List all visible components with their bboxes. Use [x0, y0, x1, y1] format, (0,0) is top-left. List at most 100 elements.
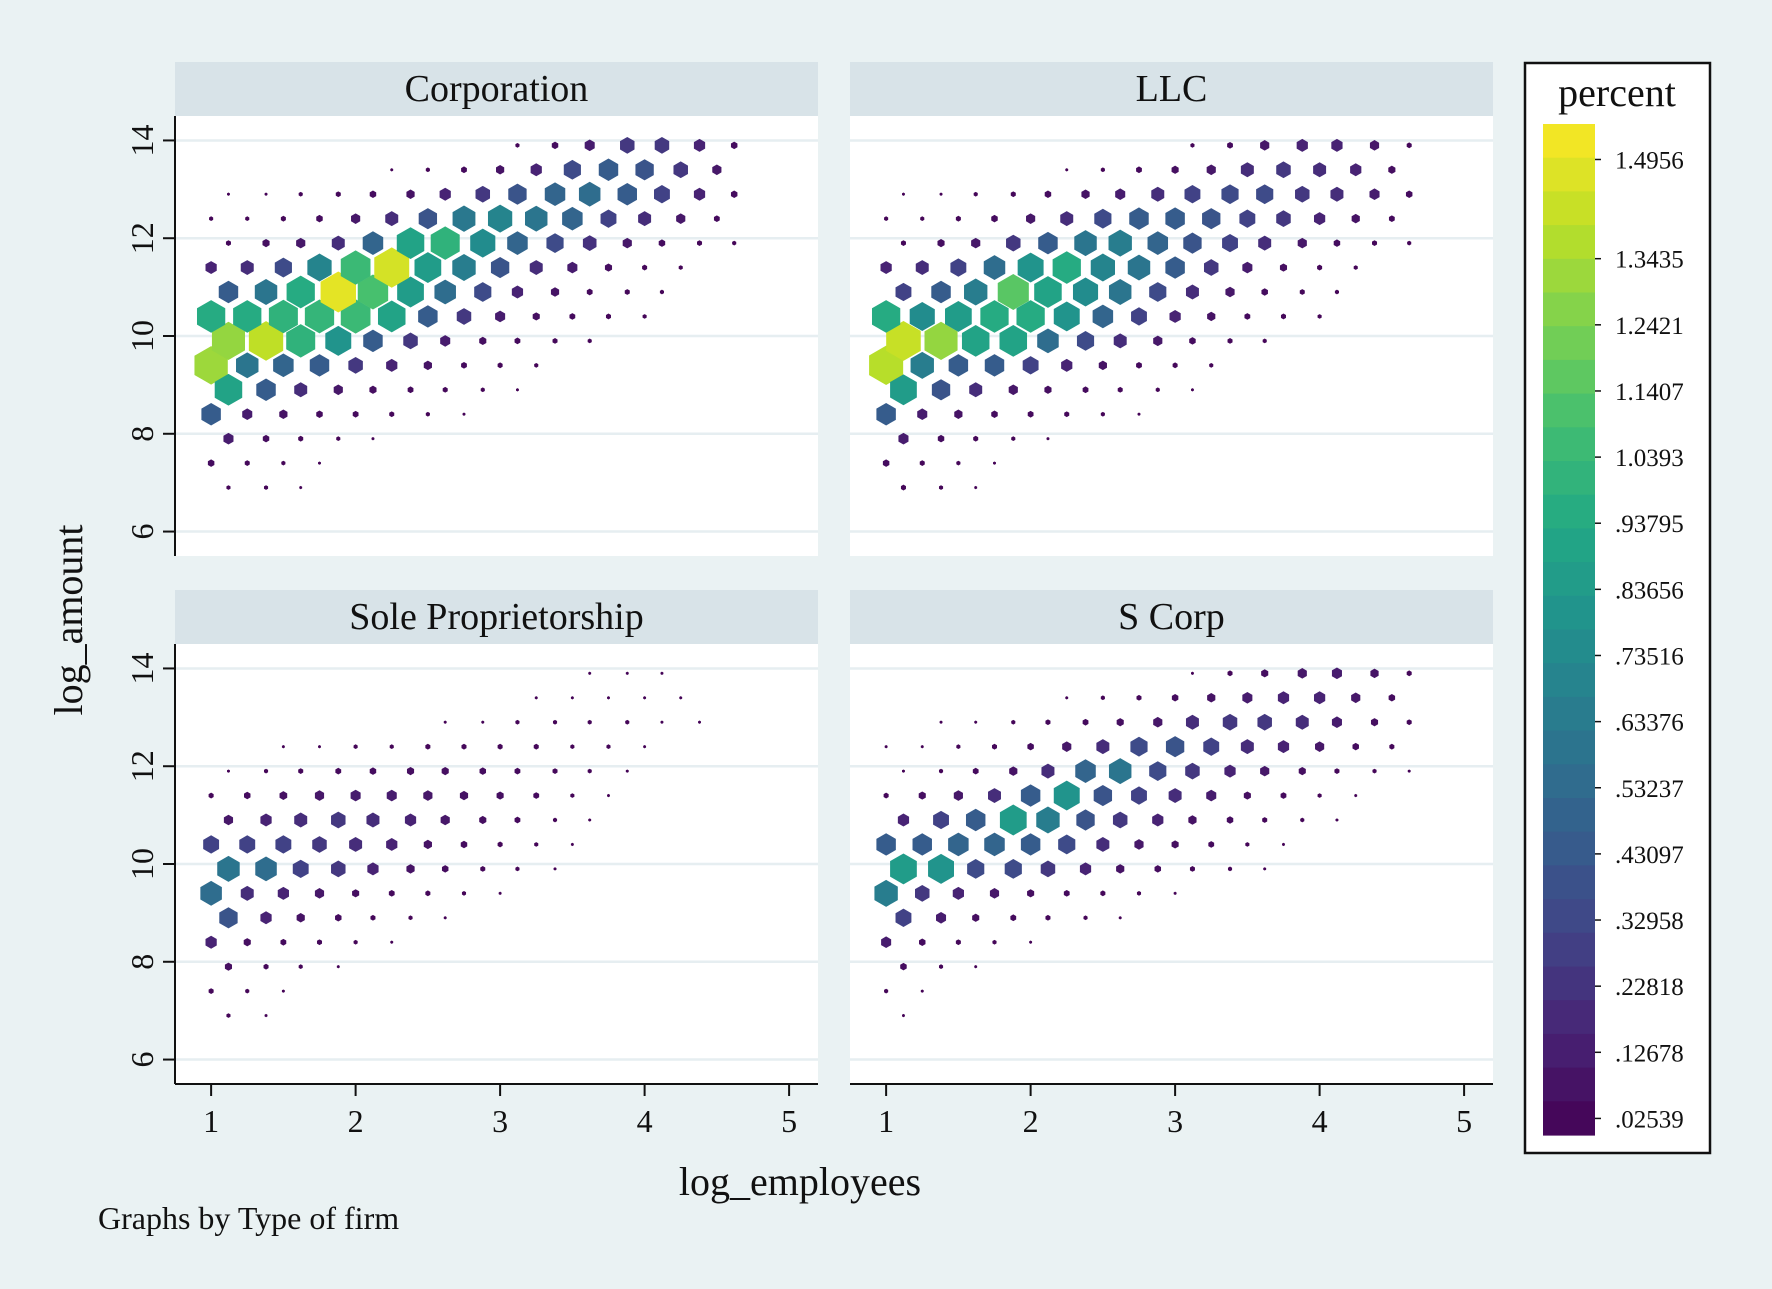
hexbin-cell [961, 325, 990, 357]
hexbin-cell [1224, 764, 1236, 778]
hexbin-cell [1261, 669, 1269, 678]
hexbin-cell [1185, 762, 1200, 780]
hexbin-cell [991, 743, 998, 750]
legend-swatch [1543, 124, 1595, 159]
hexbin-cell [369, 767, 377, 775]
hexbin-cell [936, 911, 947, 924]
hexbin-cell [1207, 693, 1216, 703]
hexbin-cell [462, 412, 466, 416]
hexbin-cell [1062, 741, 1072, 752]
hexbin-cell [1226, 816, 1234, 824]
hexbin-cell [1277, 740, 1290, 754]
hexbin-cell [349, 836, 363, 852]
hexbin-cell [1010, 191, 1016, 198]
hexbin-cell [515, 142, 520, 148]
hexbin-cell [452, 205, 476, 232]
legend-swatch [1543, 730, 1595, 765]
legend-tick-label: 1.1407 [1615, 379, 1684, 406]
hexbin-cell [1131, 786, 1147, 805]
x-tick-label: 5 [1456, 1103, 1472, 1139]
hexbin-cell [1221, 184, 1239, 205]
hexbin-cell [625, 719, 630, 725]
hexbin-cell [239, 835, 256, 854]
hexbin-cell [570, 744, 575, 750]
hexbin-cell [1136, 890, 1142, 896]
hexbin-cell [1262, 338, 1267, 344]
hexbin-cell [642, 314, 647, 319]
hexbin-cell [280, 938, 287, 946]
hexbin-cell [208, 988, 214, 995]
hexbin-cell [600, 209, 617, 228]
hexbin-cell [1083, 915, 1088, 921]
y-tick-label: 14 [124, 124, 160, 156]
hexbin-cell [552, 337, 558, 344]
legend-tick-label: 1.4956 [1615, 147, 1684, 174]
hexbin-cell [255, 856, 277, 882]
hexbin-cell [974, 485, 978, 490]
legend-tick-label: .63376 [1615, 710, 1684, 737]
hexbin-cell [390, 940, 394, 944]
hexbin-cell [353, 939, 358, 945]
hexbin-cell [1100, 695, 1105, 701]
hexbin-cell [1331, 716, 1342, 729]
hexbin-cell [693, 187, 706, 201]
hexbin-cell [1137, 412, 1141, 416]
hexbin-cell [1153, 716, 1163, 728]
hexbin-cell [969, 382, 983, 398]
hexbin-cell [1165, 736, 1185, 758]
legend-swatch [1543, 326, 1595, 361]
hexbin-cell [964, 278, 988, 306]
hexbin-cell [654, 136, 670, 154]
hexbin-cell [533, 792, 540, 799]
hexbin-cell [999, 325, 1028, 357]
hexbin-cell [643, 744, 647, 749]
hexbin-cell [915, 260, 929, 276]
hexbin-cell [876, 402, 896, 426]
hexbin-cell [1276, 161, 1291, 179]
hexbin-cell [514, 767, 521, 775]
y-tick-label: 12 [124, 750, 160, 782]
hexbin-cell [201, 402, 221, 426]
hexbin-cell [385, 211, 399, 227]
panel-strip [175, 62, 818, 116]
hexbin-cell [260, 911, 272, 925]
hexbin-cell [218, 280, 239, 304]
hexbin-cell [584, 139, 595, 152]
hexbin-cell [544, 182, 566, 207]
hexbin-cell [1260, 765, 1270, 777]
hexbin-cell [1045, 914, 1051, 921]
hexbin-cell [1350, 163, 1362, 177]
hexbin-cell [1261, 288, 1268, 296]
hexbin-cell [309, 354, 330, 377]
hexbin-cell [1227, 670, 1233, 677]
legend-swatch [1543, 427, 1595, 462]
hexbin-cell [443, 916, 447, 920]
hexbin-cell [924, 321, 958, 360]
hexbin-cell [480, 387, 485, 393]
hexbin-cell [1171, 840, 1179, 849]
hexbin-cell [883, 792, 889, 799]
hexbin-cell [588, 671, 592, 676]
hexbin-cell [1027, 410, 1034, 418]
hexbin-cell [937, 239, 945, 248]
hexbin-cell [1282, 842, 1285, 847]
hexbin-cell [673, 161, 688, 179]
hexbin-cell [1117, 386, 1123, 393]
hexbin-cell [240, 885, 254, 901]
hexbin-cell [1207, 311, 1216, 322]
hexbin-cell [643, 696, 647, 700]
hexbin-cell [418, 208, 438, 230]
hexbin-cell [1046, 436, 1050, 441]
hexbin-cell [1352, 742, 1359, 751]
hexbin-cell [396, 227, 425, 259]
hexbin-cell [281, 989, 285, 993]
hexbin-cell [1130, 736, 1148, 757]
hexbin-cell [245, 216, 250, 222]
hexbin-cell [1407, 240, 1412, 246]
hexbin-cell [336, 964, 340, 969]
hexbin-cell [920, 744, 924, 749]
hexbin-cell [461, 361, 467, 369]
hexbin-cell [254, 279, 278, 305]
hexbin-cell [434, 279, 456, 305]
hexbin-cell [461, 743, 467, 750]
